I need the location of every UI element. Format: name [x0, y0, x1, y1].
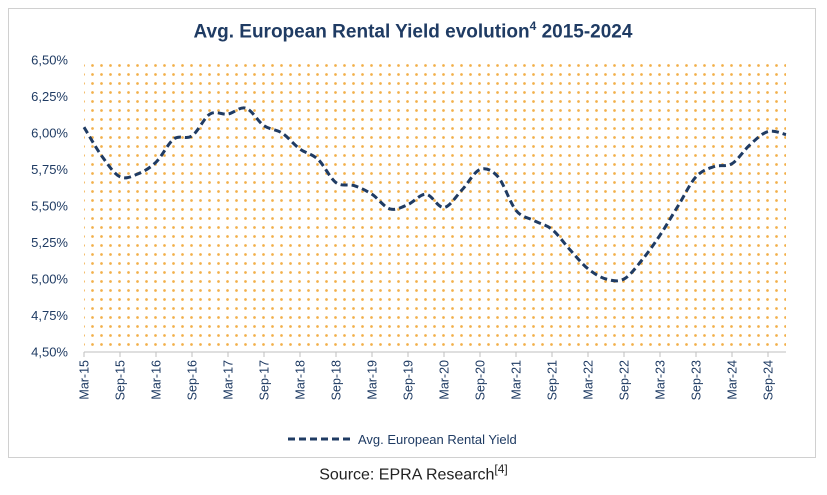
y-tick-label: 5,50%: [31, 199, 68, 214]
y-axis: 6,50% 6,25% 6,00% 5,75% 5,50% 5,25% 5,00% 4,75%…: [31, 53, 68, 360]
legend: Avg. European Rental Yield: [288, 432, 517, 447]
x-tick-label: Sep-18: [330, 360, 344, 400]
y-tick-label: 5,00%: [31, 272, 68, 287]
x-tick-label: Sep-19: [402, 360, 416, 400]
x-tick-label: Sep-16: [186, 360, 200, 400]
x-tick-label: Mar-20: [438, 360, 452, 400]
x-tick-label: Mar-16: [150, 360, 164, 400]
y-tick-label: 4,75%: [31, 308, 68, 323]
x-axis: Mar-15 Sep-15 Mar-16 Sep-16 Mar-17 Sep-17 Mar-…: [78, 351, 786, 400]
legend-label: Avg. European Rental Yield: [358, 432, 517, 447]
x-tick-label: Mar-18: [294, 360, 308, 400]
x-tick-label: Sep-24: [762, 360, 776, 400]
x-tick-label: Sep-20: [474, 360, 488, 400]
x-tick-label: Sep-15: [114, 360, 128, 400]
y-tick-label: 5,25%: [31, 235, 68, 250]
x-tick-label: Mar-22: [582, 360, 596, 400]
x-tick-label: Mar-21: [510, 360, 524, 400]
x-tick-label: Mar-23: [654, 360, 668, 400]
x-tick-label: Sep-21: [546, 360, 560, 400]
x-tick-label: Sep-22: [618, 360, 632, 400]
x-tick-label: Sep-17: [258, 360, 272, 400]
plot-area: [84, 60, 786, 352]
x-tick-label: Mar-24: [726, 360, 740, 400]
x-tick-label: Sep-23: [690, 360, 704, 400]
y-tick-label: 6,50%: [31, 53, 68, 68]
x-tick-label: Mar-15: [78, 360, 92, 400]
chart-title: Avg. European Rental Yield evolution4 20…: [193, 19, 633, 43]
y-tick-label: 6,25%: [31, 89, 68, 104]
y-tick-label: 6,00%: [31, 126, 68, 141]
x-tick-label: Mar-17: [222, 360, 236, 400]
y-tick-label: 4,50%: [31, 345, 68, 360]
y-tick-label: 5,75%: [31, 162, 68, 177]
source-caption: Source: EPRA Research[4]: [319, 462, 508, 484]
x-tick-label: Mar-19: [366, 360, 380, 400]
source-reference: [4]: [494, 462, 508, 476]
title-superscript: 4: [529, 19, 537, 33]
